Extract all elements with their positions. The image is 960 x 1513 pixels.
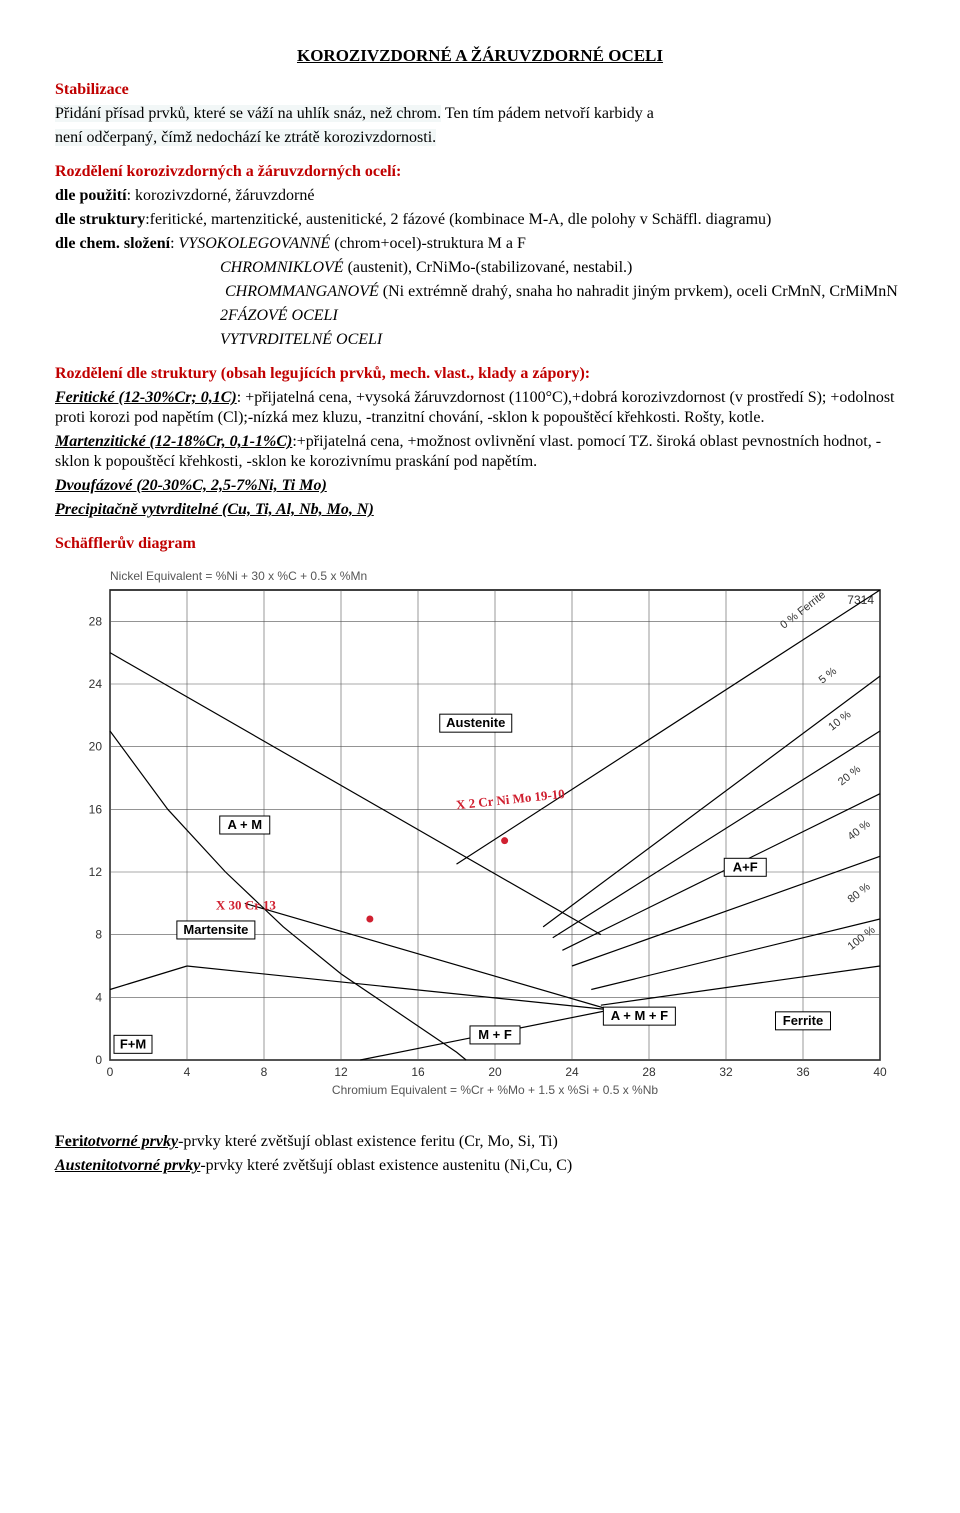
- ferritic-label: Feritické (12-30%Cr; 0,1C): [55, 389, 237, 406]
- svg-text:Chromium Equivalent = %Cr + %M: Chromium Equivalent = %Cr + %Mo + 1.5 x …: [332, 1083, 658, 1097]
- high-alloy: VYSOKOLEGOVANNÉ: [179, 235, 331, 252]
- feri-label: Feritotvorné prvky: [55, 1133, 178, 1150]
- svg-text:36: 36: [796, 1065, 810, 1079]
- svg-text:X 30 Cr 13: X 30 Cr 13: [216, 898, 277, 913]
- sep: :: [170, 235, 178, 252]
- page-title: KOROZIVZDORNÉ A ŽÁRUVZDORNÉ OCELI: [55, 45, 905, 66]
- svg-text:40: 40: [873, 1065, 887, 1079]
- precipitation-label: Precipitačně vytvrditelné (Cu, Ti, Al, N…: [55, 501, 374, 518]
- feri-text: -prvky které zvětšují oblast existence f…: [178, 1133, 558, 1150]
- schaeffler-diagram: 0 4 8 12 16 20 24 28 32 36 40 0 4 8 12 16 20 24 28 Nickel E…: [55, 560, 905, 1110]
- stabilization-text-2a: Ten tím pádem netvoří karbidy a: [445, 105, 654, 122]
- chrommangan-desc: (Ni extrémně drahý, snaha ho nahradit ji…: [379, 283, 898, 300]
- svg-text:M + F: M + F: [478, 1027, 512, 1042]
- svg-text:24: 24: [565, 1065, 579, 1079]
- svg-text:4: 4: [184, 1065, 191, 1079]
- svg-text:20: 20: [89, 740, 103, 754]
- martensitic-label: Martenzitické (12-18%Cr, 0,1-1%C): [55, 433, 292, 450]
- svg-text:A+F: A+F: [733, 860, 758, 875]
- two-phase-label: Dvoufázové (20-30%C, 2,5-7%Ni, Ti Mo): [55, 477, 327, 494]
- by-structure-text: :feritické, martenzitické, austenitické,…: [145, 211, 771, 228]
- austenito-label: Austenitotvorné prvky: [55, 1157, 200, 1174]
- svg-text:F+M: F+M: [120, 1037, 146, 1052]
- svg-text:Nickel Equivalent = %Ni + 30 x: Nickel Equivalent = %Ni + 30 x %C + 0.5 …: [110, 569, 367, 583]
- svg-text:Ferrite: Ferrite: [783, 1013, 823, 1028]
- hardenable: VYTVRDITELNÉ OCELI: [220, 331, 382, 348]
- structure-division-heading: Rozdělení dle struktury (obsah legujícíc…: [55, 365, 590, 382]
- svg-text:Austenite: Austenite: [446, 715, 505, 730]
- stabilization-heading: Stabilizace: [55, 81, 129, 98]
- svg-text:16: 16: [411, 1065, 425, 1079]
- chromnickel-desc: (austenit), CrNiMo-(stabilizované, nesta…: [348, 259, 633, 276]
- svg-text:4: 4: [95, 991, 102, 1005]
- svg-text:16: 16: [89, 803, 103, 817]
- svg-text:32: 32: [719, 1065, 733, 1079]
- division-heading: Rozdělení korozivzdorných a žáruvzdornýc…: [55, 163, 401, 180]
- svg-text:0: 0: [95, 1053, 102, 1067]
- austenito-text: -prvky které zvětšují oblast existence a…: [200, 1157, 572, 1174]
- two-phase: 2FÁZOVÉ OCELI: [220, 307, 338, 324]
- chromnickel: CHROMNIKLOVÉ: [220, 259, 348, 276]
- svg-text:A + M + F: A + M + F: [611, 1008, 668, 1023]
- schaeffler-heading: Schäfflerův diagram: [55, 535, 196, 552]
- chrommangan: CHROMMANGANOVÉ: [225, 283, 379, 300]
- svg-text:12: 12: [89, 865, 103, 879]
- svg-text:12: 12: [334, 1065, 348, 1079]
- svg-text:28: 28: [89, 615, 103, 629]
- by-structure-label: dle struktury: [55, 211, 145, 228]
- svg-text:7314: 7314: [847, 593, 874, 607]
- stabilization-text-1: Přidání přísad prvků, které se váží na u…: [55, 105, 441, 122]
- svg-text:0: 0: [107, 1065, 114, 1079]
- svg-text:8: 8: [95, 928, 102, 942]
- svg-text:28: 28: [642, 1065, 656, 1079]
- svg-text:20: 20: [488, 1065, 502, 1079]
- svg-text:Martensite: Martensite: [183, 922, 248, 937]
- svg-text:8: 8: [261, 1065, 268, 1079]
- svg-text:A + M: A + M: [227, 817, 262, 832]
- high-alloy-desc: (chrom+ocel)-struktura M a F: [330, 235, 526, 252]
- svg-text:24: 24: [89, 677, 103, 691]
- by-use-text: : korozivzdorné, žáruvzdorné: [127, 187, 315, 204]
- stabilization-text-2b: není odčerpaný, čímž nedochází ke ztrátě…: [55, 129, 436, 146]
- by-use-label: dle použití: [55, 187, 127, 204]
- by-chem-label: dle chem. složení: [55, 235, 170, 252]
